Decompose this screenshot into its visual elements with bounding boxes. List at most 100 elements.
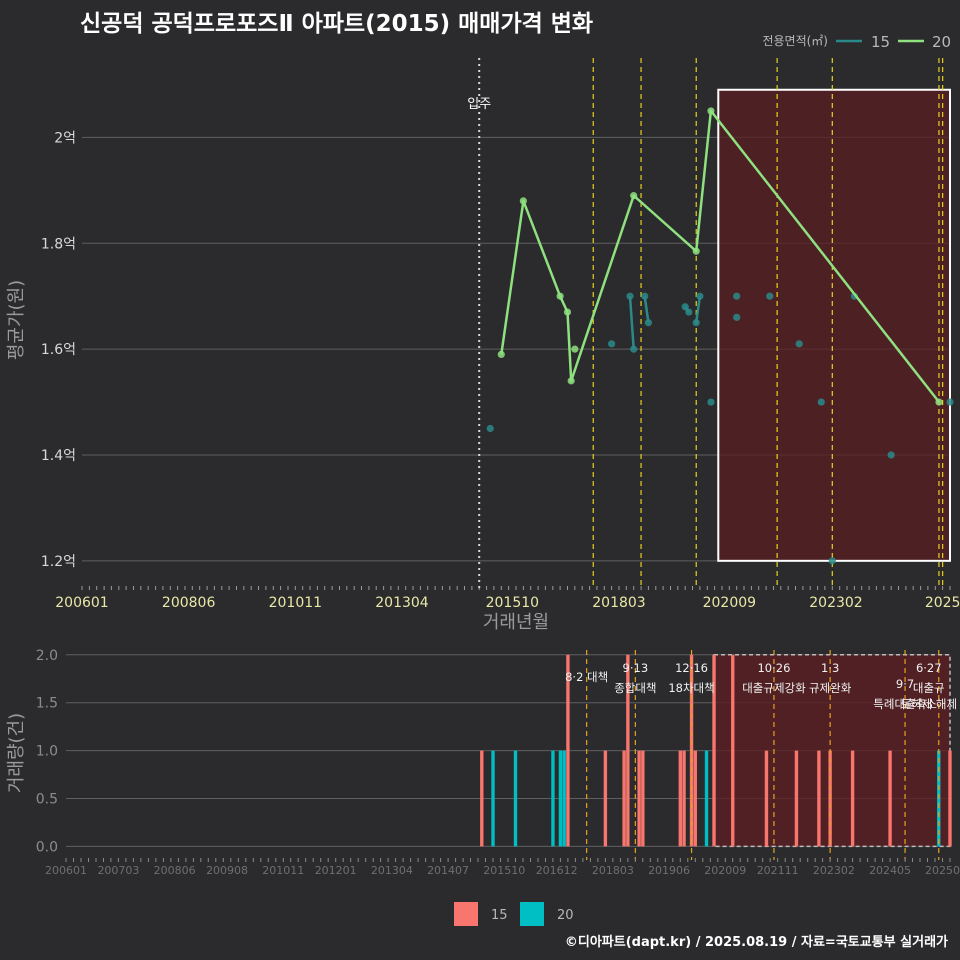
price-x-tick-label: 201011 xyxy=(269,595,322,611)
price-x-tick-label: 201803 xyxy=(592,595,645,611)
volume-bar-15 xyxy=(948,750,952,847)
series-15-point xyxy=(644,319,653,327)
volume-y-tick-label: 2.0 xyxy=(36,648,58,664)
series-15-point xyxy=(828,557,836,565)
volume-event-label: 대출규 xyxy=(913,681,945,695)
volume-x-tick-label: 201803 xyxy=(592,864,634,877)
volume-event-label: 18차대책 xyxy=(668,681,714,695)
volume-y-tick-label: 1.5 xyxy=(36,696,58,712)
volume-bar-15 xyxy=(731,654,735,847)
volume-legend-swatch-20 xyxy=(520,902,544,926)
volume-bar-15 xyxy=(626,654,630,847)
volume-bar-15 xyxy=(480,750,484,847)
volume-event-label: 6·27 xyxy=(916,661,942,675)
series-20-point xyxy=(571,345,579,353)
volume-x-tick-label: 200703 xyxy=(97,864,139,877)
volume-x-tick-label: 201510 xyxy=(483,864,525,877)
source-footer: ©디아파트(dapt.kr) / 2025.08.19 / 자료=국토교통부 실… xyxy=(564,935,948,950)
price-x-tick-label: 202009 xyxy=(703,595,756,611)
volume-event-label: 12·16 xyxy=(675,661,708,675)
volume-bar-20 xyxy=(513,750,518,847)
price-x-minor-ticks xyxy=(81,586,951,590)
volume-x-tick-label: 202111 xyxy=(757,864,799,877)
volume-legend-label-20: 20 xyxy=(557,908,574,923)
volume-event-label: 10·26 xyxy=(757,661,790,675)
price-x-tick-label: 200806 xyxy=(162,595,216,611)
series-15-point xyxy=(696,292,704,300)
volume-x-tick-label: 200908 xyxy=(206,864,248,877)
move-in-label: 입주 xyxy=(467,97,491,112)
series-15-point xyxy=(630,345,638,353)
series-20-point xyxy=(630,192,638,200)
price-y-tick-label: 1.2억 xyxy=(41,554,76,570)
volume-x-tick-label: 201011 xyxy=(262,864,304,877)
volume-bar-15 xyxy=(678,750,682,847)
series-15-point xyxy=(817,398,825,406)
volume-bar-15 xyxy=(637,750,641,847)
volume-x-tick-label: 201304 xyxy=(371,864,413,877)
volume-bar-15 xyxy=(682,750,686,847)
volume-bar-15 xyxy=(888,750,892,847)
price-y-tick-label: 1.8억 xyxy=(41,236,76,252)
volume-x-tick-label: 200601 xyxy=(45,864,87,877)
volume-event-label: 1·3 xyxy=(821,661,839,675)
series-20-point xyxy=(519,197,527,205)
series-20-point xyxy=(935,398,943,406)
series-15-point xyxy=(946,398,954,406)
volume-bar-15 xyxy=(817,750,821,847)
volume-event-label: 특례대출축소 xyxy=(873,697,936,711)
price-y-tick-label: 1.4억 xyxy=(41,448,76,464)
volume-x-tick-label: 202302 xyxy=(813,864,855,877)
volume-x-tick-label: 200806 xyxy=(154,864,196,877)
series-15-line xyxy=(694,296,702,323)
price-y-axis-title: 평균가(원) xyxy=(6,280,27,360)
price-x-tick-label: 201304 xyxy=(375,595,429,611)
volume-event-label: 종합대책 xyxy=(614,681,656,695)
price-x-tick-label: 200601 xyxy=(55,595,108,611)
volume-bar-15 xyxy=(641,750,645,847)
series-20-point xyxy=(563,308,572,316)
volume-bar-15 xyxy=(764,750,769,847)
series-15-line xyxy=(643,296,650,323)
price-x-tick-label: 202302 xyxy=(809,595,862,611)
volume-bar-20 xyxy=(558,750,563,847)
volume-event-label: 토허제 해제 xyxy=(900,697,957,711)
legend-label-15: 15 xyxy=(871,33,890,51)
series-15-point xyxy=(766,292,774,300)
series-15-point xyxy=(681,303,689,311)
volume-event-label: 규제완화 xyxy=(809,681,852,695)
volume-bar-20 xyxy=(562,750,566,847)
legend-title: 전용면적(㎡) xyxy=(762,34,828,48)
series-15-point xyxy=(733,313,741,321)
price-highlight-box xyxy=(717,88,952,562)
series-15-point xyxy=(685,308,693,316)
volume-x-tick-label: 201201 xyxy=(315,864,357,877)
volume-legend-swatch-15 xyxy=(454,902,478,926)
series-15-point xyxy=(692,319,700,327)
series-15-point xyxy=(707,398,715,406)
series-20-point xyxy=(497,350,505,359)
volume-y-tick-label: 0.5 xyxy=(36,792,58,808)
volume-bar-15 xyxy=(622,750,626,847)
volume-y-tick-label: 0.0 xyxy=(36,839,58,855)
volume-bar-15 xyxy=(712,654,716,847)
volume-y-axis-title: 거래량(건) xyxy=(6,713,27,793)
price-x-tick-label: 2025 xyxy=(925,595,960,611)
volume-event-label: 9·7 xyxy=(896,677,914,691)
price-y-tick-label: 1.6억 xyxy=(41,342,76,358)
price-x-axis-title: 거래년월 xyxy=(483,612,549,633)
volume-bar-15 xyxy=(693,750,697,847)
volume-event-label: 8·2 대책 xyxy=(565,670,608,684)
series-20-point xyxy=(556,292,564,300)
series-20-point xyxy=(567,377,575,385)
chart-title: 신공덕 공덕프로포즈Ⅱ 아파트(2015) 매매가격 변화 xyxy=(80,11,594,37)
volume-y-tick-label: 1.0 xyxy=(36,744,58,760)
volume-bar-15 xyxy=(850,750,855,847)
series-15-point xyxy=(626,292,634,300)
volume-legend-label-15: 15 xyxy=(491,908,508,923)
series-15-point xyxy=(795,340,803,348)
series-15-point xyxy=(641,292,649,300)
volume-bar-20 xyxy=(551,750,555,847)
series-15-point xyxy=(486,424,494,433)
